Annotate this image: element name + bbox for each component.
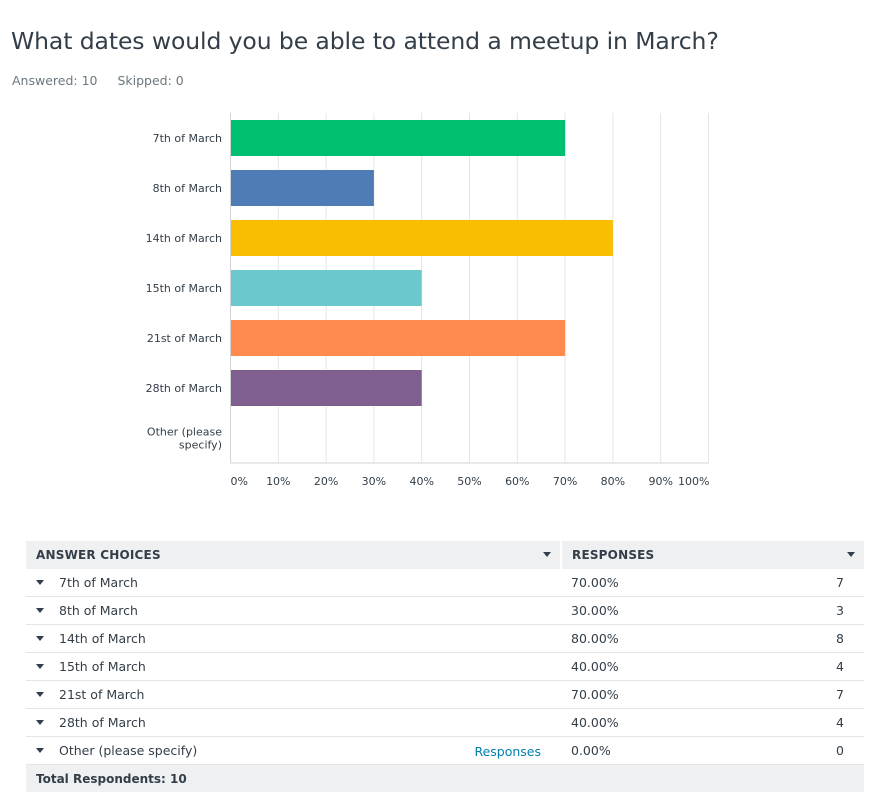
response-count: 4 [831,652,864,681]
total-respondents: Total Respondents: 10 [26,764,864,792]
category-label: 15th of March [146,282,222,295]
answered-count: Answered: 10 [12,73,98,88]
answer-choice-label: 8th of March [59,603,138,618]
answer-choice-label: Other (please specify) [59,743,198,758]
response-stats: Answered: 10 Skipped: 0 [12,73,184,88]
expand-arrow-icon[interactable] [36,580,44,585]
bar [230,170,374,206]
answer-choice-label: 7th of March [59,575,138,590]
expand-arrow-icon[interactable] [36,720,44,725]
category-label: 28th of March [146,382,222,395]
response-percent: 70.00% [561,569,831,597]
x-tick-label: 40% [409,475,433,488]
category-label: 21st of March [147,332,222,345]
x-tick-label: 100% [678,475,709,488]
answer-choice-cell: Other (please specify) Responses [26,736,561,765]
response-percent: 70.00% [561,680,831,709]
x-tick-label: 60% [505,475,529,488]
expand-arrow-icon[interactable] [36,636,44,641]
response-percent: 80.00% [561,624,831,653]
table-row: 21st of March 70.00% 7 [26,680,864,709]
answer-choice-cell: 8th of March [26,596,561,625]
response-percent: 30.00% [561,596,831,625]
table-row: 28th of March 40.00% 4 [26,708,864,737]
responses-table: ANSWER CHOICES RESPONSES 7th of March 70.… [26,541,864,792]
response-percent: 40.00% [561,652,831,681]
sort-arrow-icon[interactable] [543,552,551,557]
expand-arrow-icon[interactable] [36,748,44,753]
table-row: Other (please specify) Responses 0.00% 0 [26,736,864,765]
table-row: 15th of March 40.00% 4 [26,652,864,681]
total-row: Total Respondents: 10 [26,764,864,792]
answer-choice-label: 21st of March [59,687,145,702]
bar [230,220,613,256]
response-count: 7 [831,569,864,597]
response-count: 7 [831,680,864,709]
answer-choices-header-label: ANSWER CHOICES [36,548,161,562]
bar [230,270,422,306]
x-tick-label: 20% [314,475,338,488]
bar [230,120,566,156]
answer-choice-label: 15th of March [59,659,146,674]
x-tick-label: 80% [601,475,625,488]
category-label: Other (please specify) [147,426,222,452]
answer-choices-header[interactable]: ANSWER CHOICES [26,541,561,569]
answer-choice-cell: 28th of March [26,708,561,737]
category-label: 7th of March [153,132,222,145]
answer-choice-label: 14th of March [59,631,146,646]
question-title: What dates would you be able to attend a… [11,27,719,55]
expand-arrow-icon[interactable] [36,692,44,697]
bar [230,320,566,356]
answer-choice-label: 28th of March [59,715,146,730]
bar [230,370,422,406]
table-row: 7th of March 70.00% 7 [26,569,864,597]
expand-arrow-icon[interactable] [36,608,44,613]
bar-chart: 7th of March 8th of March 14th of March 15t… [146,113,710,488]
other-responses-link[interactable]: Responses [474,744,541,759]
response-count: 3 [831,596,864,625]
responses-header-label: RESPONSES [572,548,655,562]
answer-choice-cell: 14th of March [26,624,561,653]
x-tick-label: 10% [266,475,290,488]
response-percent: 0.00% [561,736,831,765]
table-row: 14th of March 80.00% 8 [26,624,864,653]
x-tick-label: 30% [362,475,386,488]
answer-choice-cell: 21st of March [26,680,561,709]
response-count: 4 [831,708,864,737]
table-row: 8th of March 30.00% 3 [26,596,864,625]
answer-choice-cell: 7th of March [26,569,561,597]
x-tick-label: 0% [231,475,248,488]
table-header-row: ANSWER CHOICES RESPONSES [26,541,864,569]
sort-arrow-icon[interactable] [847,552,855,557]
responses-header[interactable]: RESPONSES [560,541,864,569]
x-tick-label: 50% [457,475,481,488]
response-count: 0 [831,736,864,765]
skipped-count: Skipped: 0 [117,73,184,88]
expand-arrow-icon[interactable] [36,664,44,669]
x-tick-label: 90% [648,475,672,488]
category-label: 8th of March [153,182,222,195]
response-percent: 40.00% [561,708,831,737]
category-label: 14th of March [146,232,222,245]
x-tick-label: 70% [553,475,577,488]
response-count: 8 [831,624,864,653]
answer-choice-cell: 15th of March [26,652,561,681]
